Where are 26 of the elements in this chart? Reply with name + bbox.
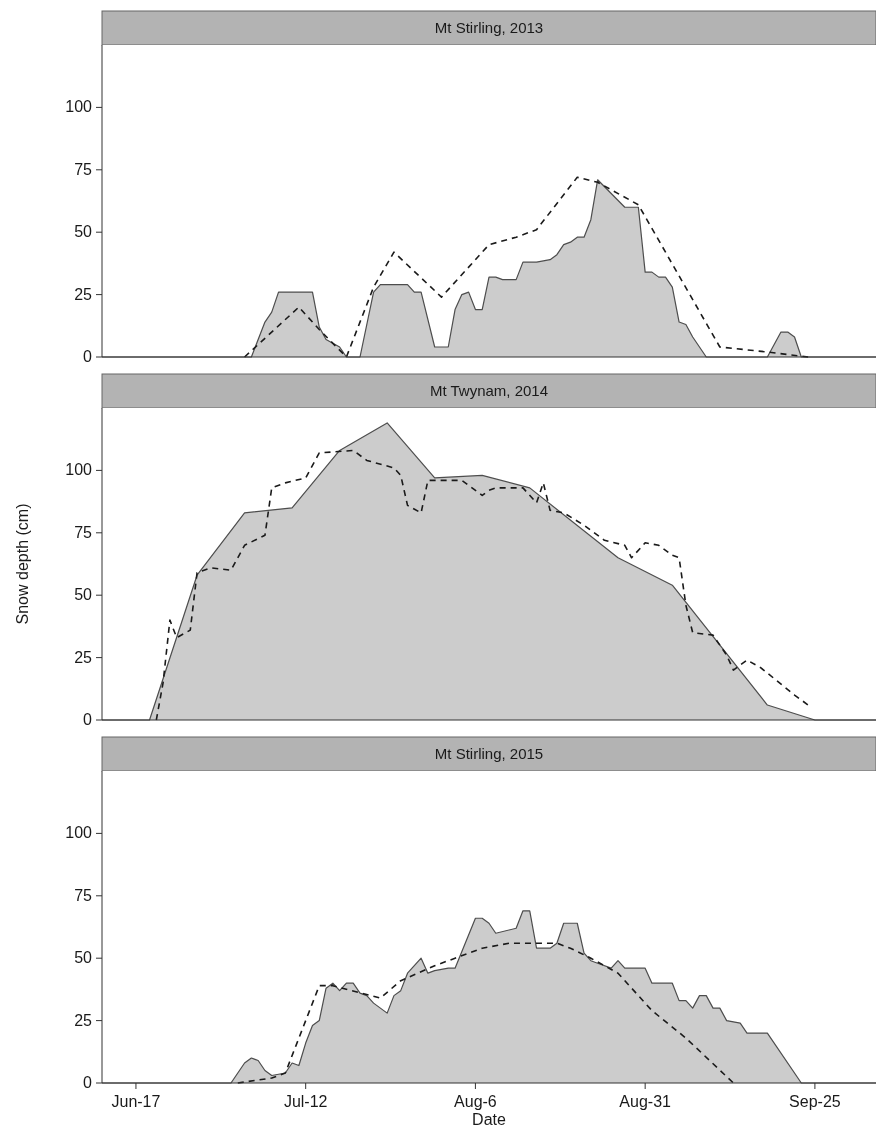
chart-title: Mt Stirling, 2015 [434, 745, 544, 762]
x-tick-label: Jun-17 [111, 1093, 161, 1110]
y-tick-label: 100 [65, 824, 93, 842]
chart-title: Mt Twynam, 2014 [429, 382, 549, 399]
y-tick-label: 25 [74, 648, 93, 666]
y-tick-label: 100 [65, 461, 93, 479]
line-series [155, 449, 809, 721]
x-tick-label: Aug-31 [619, 1093, 672, 1110]
y-tick-label: 75 [74, 523, 93, 541]
y-tick-label: 100 [65, 98, 93, 116]
chart-title: Mt Stirling, 2013 [434, 19, 544, 36]
x-tick-label: Sep-25 [789, 1093, 841, 1110]
x-tick-label: Jul-12 [283, 1093, 328, 1110]
y-axis-title: Snow depth (cm) [14, 503, 31, 625]
y-tick-label: 25 [74, 285, 93, 303]
y-tick-label: 0 [83, 348, 93, 365]
y-tick-label: 50 [74, 949, 93, 967]
x-axis-title: Date [472, 1111, 506, 1128]
y-tick-label: 50 [74, 586, 93, 604]
y-tick-label: 75 [74, 160, 93, 178]
y-tick-label: 75 [74, 886, 93, 904]
x-tick-label: Aug-6 [454, 1093, 497, 1110]
y-tick-label: 0 [83, 1074, 93, 1091]
y-tick-label: 25 [74, 1011, 93, 1029]
y-tick-label: 50 [74, 223, 93, 241]
y-tick-label: 0 [83, 711, 93, 728]
